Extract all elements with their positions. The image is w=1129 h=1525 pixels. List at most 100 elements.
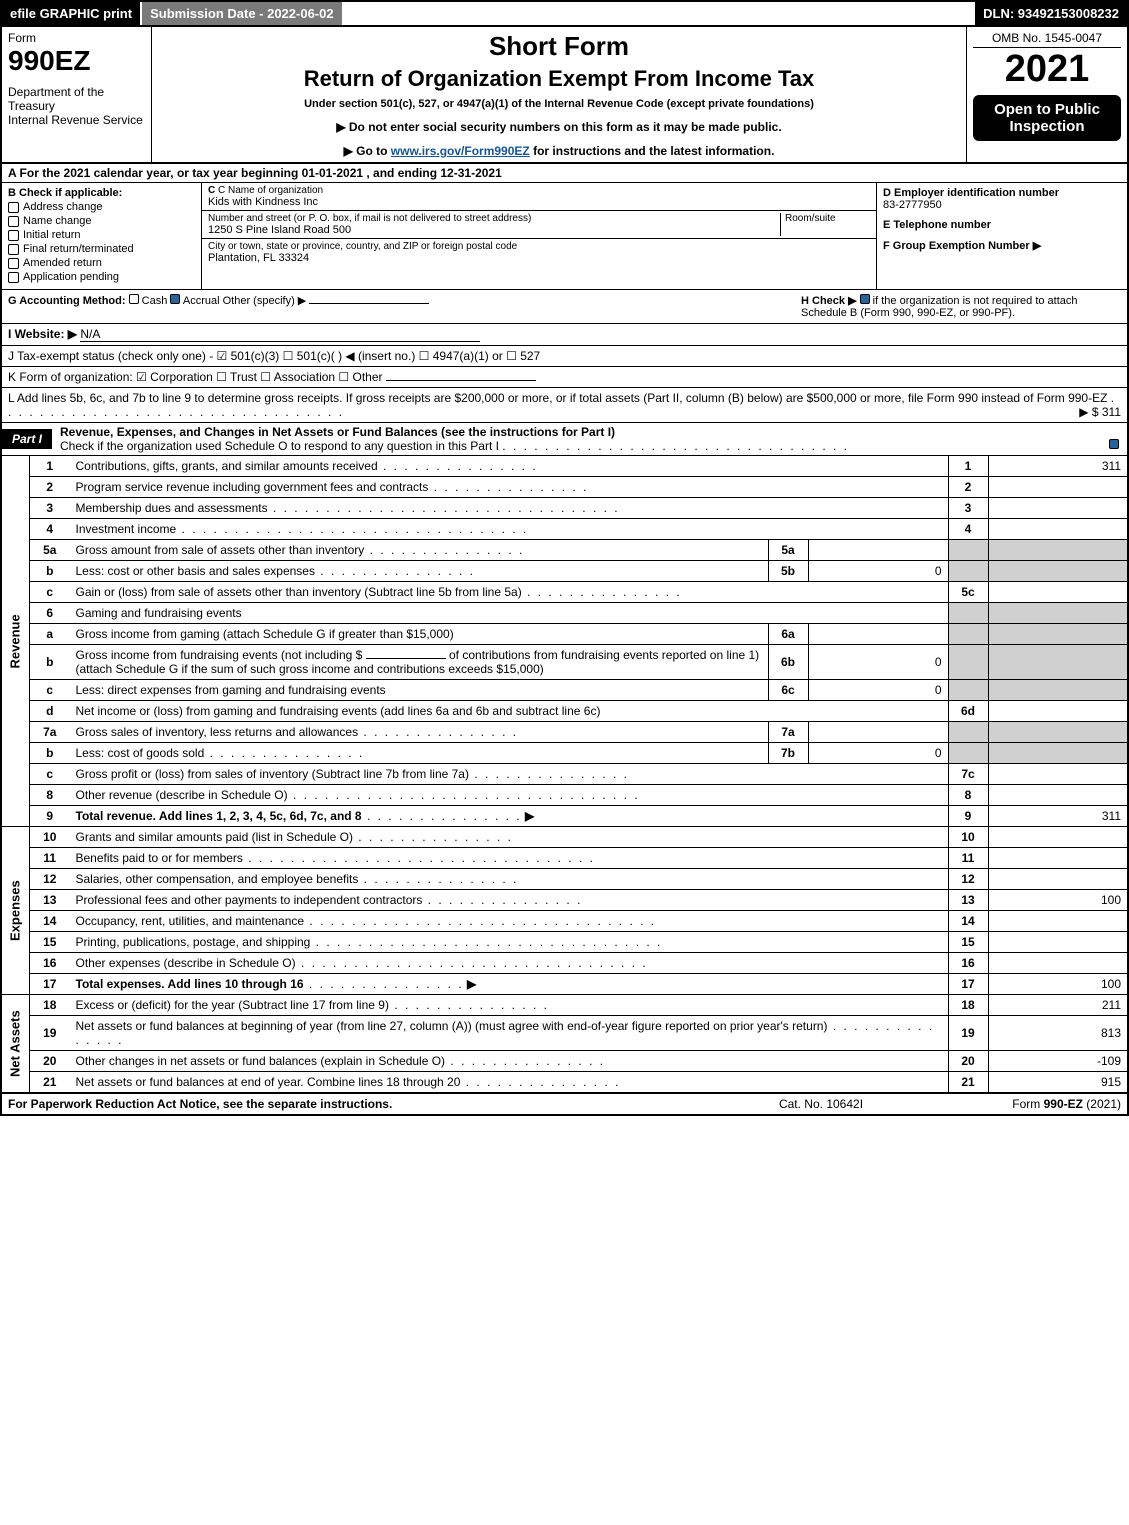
mini-amount (808, 624, 948, 645)
line-boxnum: 5c (948, 582, 988, 603)
gray-cell (948, 603, 988, 624)
arrow-icon: ▶ (467, 977, 476, 991)
line-num: b (30, 645, 70, 680)
mini-amount: 0 (808, 680, 948, 701)
line-text: Benefits paid to or for members (70, 848, 949, 869)
org-name-block: C C Name of organization Kids with Kindn… (202, 183, 876, 211)
check-application-pending[interactable]: Application pending (8, 271, 195, 283)
checkbox-icon[interactable] (8, 230, 19, 241)
check-label: Amended return (23, 257, 102, 269)
line-num: 20 (30, 1051, 70, 1072)
line-boxnum: 14 (948, 911, 988, 932)
line-boxnum: 20 (948, 1051, 988, 1072)
line-text: Gross income from gaming (attach Schedul… (70, 624, 769, 645)
gray-cell (948, 722, 988, 743)
addr-block: Number and street (or P. O. box, if mail… (202, 211, 876, 239)
line-num: 2 (30, 477, 70, 498)
efile-button[interactable]: efile GRAPHIC print (2, 2, 142, 25)
line-amount: 211 (988, 995, 1128, 1016)
line-num: 17 (30, 974, 70, 995)
ein-label: D Employer identification number (883, 187, 1059, 199)
city-label: City or town, state or province, country… (208, 241, 870, 252)
instruction-ssn: ▶ Do not enter social security numbers o… (162, 120, 956, 134)
part-1-label: Part I (2, 429, 52, 449)
line-9: 9 Total revenue. Add lines 1, 2, 3, 4, 5… (1, 806, 1128, 827)
line-num: b (30, 743, 70, 764)
checkbox-h[interactable] (860, 294, 870, 304)
mini-label: 7b (768, 743, 808, 764)
section-bcd: B Check if applicable: Address change Na… (0, 183, 1129, 290)
line-6: 6 Gaming and fundraising events (1, 603, 1128, 624)
line-num: 14 (30, 911, 70, 932)
gray-cell (988, 645, 1128, 680)
checkbox-icon[interactable] (8, 258, 19, 269)
line-boxnum: 4 (948, 519, 988, 540)
h-check: H Check ▶ if the organization is not req… (801, 294, 1121, 319)
line-num: c (30, 764, 70, 785)
line-amount (988, 953, 1128, 974)
checkbox-cash[interactable] (129, 294, 139, 304)
check-final-return[interactable]: Final return/terminated (8, 243, 195, 255)
check-amended-return[interactable]: Amended return (8, 257, 195, 269)
footer-left: For Paperwork Reduction Act Notice, see … (8, 1097, 721, 1111)
b-label: B Check if applicable: (8, 187, 122, 199)
mini-amount: 0 (808, 743, 948, 764)
line-boxnum: 12 (948, 869, 988, 890)
checkbox-icon[interactable] (8, 272, 19, 283)
line-13: 13 Professional fees and other payments … (1, 890, 1128, 911)
checkbox-schedule-o[interactable] (1109, 439, 1119, 449)
footer-catalog: Cat. No. 10642I (721, 1097, 921, 1111)
line-amount (988, 785, 1128, 806)
line-num: 1 (30, 456, 70, 477)
mini-label: 7a (768, 722, 808, 743)
footer-form-year: (2021) (1083, 1097, 1121, 1111)
line-amount (988, 701, 1128, 722)
tax-year: 2021 (973, 48, 1121, 91)
line-num: d (30, 701, 70, 722)
line-amount (988, 911, 1128, 932)
line-amount: 311 (988, 456, 1128, 477)
checkbox-icon[interactable] (8, 202, 19, 213)
dln-label: DLN: 93492153008232 (975, 2, 1127, 25)
ein-block: D Employer identification number 83-2777… (883, 187, 1121, 211)
header-center: Short Form Return of Organization Exempt… (152, 27, 967, 162)
line-2: 2 Program service revenue including gove… (1, 477, 1128, 498)
line-text: Gross sales of inventory, less returns a… (70, 722, 769, 743)
department-label: Department of the Treasury Internal Reve… (8, 85, 145, 127)
subtitle: Under section 501(c), 527, or 4947(a)(1)… (162, 98, 956, 110)
open-to-public: Open to Public Inspection (973, 95, 1121, 141)
mini-amount (808, 540, 948, 561)
check-name-change[interactable]: Name change (8, 215, 195, 227)
checkbox-icon[interactable] (8, 244, 19, 255)
line-text: Other changes in net assets or fund bala… (70, 1051, 949, 1072)
check-initial-return[interactable]: Initial return (8, 229, 195, 241)
other-input-line[interactable] (309, 303, 429, 304)
h-label: H Check ▶ (801, 295, 857, 307)
accounting-method: G Accounting Method: Cash Accrual Other … (8, 294, 781, 319)
line-18: Net Assets 18 Excess or (deficit) for th… (1, 995, 1128, 1016)
checkbox-icon[interactable] (8, 216, 19, 227)
checkbox-accrual[interactable] (170, 294, 180, 304)
blank-amount-line[interactable] (366, 658, 446, 659)
gray-cell (948, 540, 988, 561)
org-city: Plantation, FL 33324 (208, 252, 870, 264)
submission-date-button[interactable]: Submission Date - 2022-06-02 (142, 2, 344, 25)
gray-cell (988, 603, 1128, 624)
org-name: Kids with Kindness Inc (208, 196, 870, 208)
line-boxnum: 21 (948, 1072, 988, 1093)
line-text: Gain or (loss) from sale of assets other… (70, 582, 949, 603)
line-text: Program service revenue including govern… (70, 477, 949, 498)
row-l-gross-receipts: L Add lines 5b, 6c, and 7b to line 9 to … (0, 388, 1129, 423)
line-text: Grants and similar amounts paid (list in… (70, 827, 949, 848)
line-amount (988, 827, 1128, 848)
part-1-table: Revenue 1 Contributions, gifts, grants, … (0, 456, 1129, 1093)
irs-link[interactable]: www.irs.gov/Form990EZ (391, 144, 530, 158)
line-boxnum: 15 (948, 932, 988, 953)
part-1-title: Revenue, Expenses, and Changes in Net As… (52, 423, 1127, 455)
line-boxnum: 18 (948, 995, 988, 1016)
other-org-line[interactable] (386, 380, 536, 381)
check-address-change[interactable]: Address change (8, 201, 195, 213)
line-text: Other revenue (describe in Schedule O) (70, 785, 949, 806)
line-num: 4 (30, 519, 70, 540)
line-6d: d Net income or (loss) from gaming and f… (1, 701, 1128, 722)
